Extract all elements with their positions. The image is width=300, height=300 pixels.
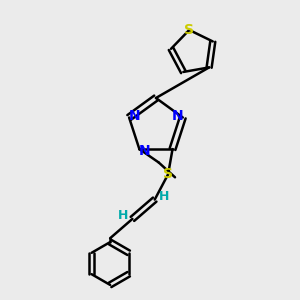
Text: N: N — [139, 144, 151, 158]
Text: S: S — [163, 167, 173, 181]
Text: S: S — [184, 23, 194, 37]
Text: N: N — [172, 109, 183, 123]
Text: H: H — [159, 190, 169, 203]
Text: N: N — [129, 109, 140, 123]
Text: H: H — [118, 209, 128, 222]
